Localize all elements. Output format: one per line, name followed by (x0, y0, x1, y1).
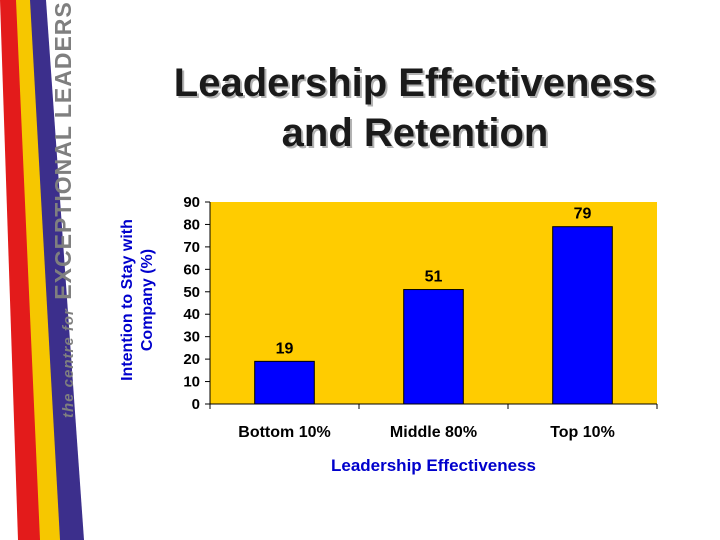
y-tick-label: 30 (183, 329, 200, 346)
y-tick-label: 70 (183, 239, 200, 256)
y-tick-label: 20 (183, 351, 200, 368)
y-tick-label: 50 (183, 284, 200, 301)
y-tick-label: 80 (183, 216, 200, 233)
data-label: 51 (425, 269, 443, 286)
bar (552, 226, 613, 405)
x-tick-label: Top 10% (550, 424, 615, 441)
plot-area: 0 10 20 30 40 50 60 70 80 90 19 Bottom 10% 51 Middle … (183, 194, 658, 475)
y-tick-label: 10 (183, 374, 200, 391)
data-label: 79 (574, 206, 592, 223)
x-tick-label: Bottom 10% (238, 424, 330, 441)
y-tick-label: 90 (183, 194, 200, 211)
y-axis-title: Intention to Stay with Company (%) (119, 219, 156, 381)
x-tick-label: Middle 80% (390, 424, 477, 441)
side-ribbons (0, 0, 84, 540)
bar (403, 289, 464, 405)
data-label: 19 (276, 340, 294, 357)
y-tick-label: 40 (183, 306, 200, 323)
ribbon-red (0, 0, 40, 540)
slide-title: Leadership Effectiveness and Retention (173, 61, 657, 155)
y-tick-label: 60 (183, 261, 200, 278)
y-tick-label: 0 (192, 396, 200, 413)
bar (254, 360, 315, 405)
x-axis-title: Leadership Effectiveness (331, 456, 536, 475)
